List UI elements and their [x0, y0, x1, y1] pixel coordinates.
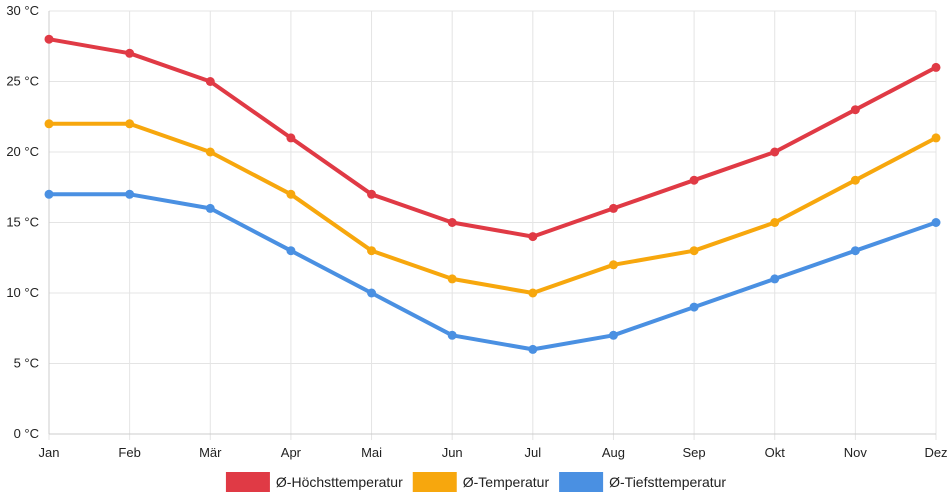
data-point[interactable] — [770, 147, 780, 157]
y-tick-label: 5 °C — [14, 356, 39, 371]
legend: Ø-Höchsttemperatur Ø-Temperatur Ø-Tiefstte… — [225, 472, 726, 492]
legend-swatch — [559, 472, 604, 492]
x-tick-label: Dez — [924, 445, 947, 460]
x-tick-label: Jun — [442, 445, 463, 460]
y-tick-label: 30 °C — [6, 3, 39, 18]
x-tick-label: Jul — [525, 445, 542, 460]
data-point[interactable] — [770, 218, 780, 227]
data-point[interactable] — [286, 189, 296, 199]
legend-swatch — [225, 472, 270, 492]
data-point[interactable] — [367, 246, 377, 256]
data-point[interactable] — [608, 260, 618, 270]
x-tick-label: Apr — [281, 445, 302, 460]
data-point[interactable] — [44, 189, 54, 199]
x-tick-label: Mai — [361, 445, 382, 460]
series-2 — [44, 119, 941, 298]
data-point[interactable] — [689, 175, 699, 185]
series-line — [47, 121, 938, 295]
data-point[interactable] — [447, 218, 457, 227]
data-point[interactable] — [125, 48, 135, 58]
data-point[interactable] — [286, 246, 296, 256]
legend-label: Ø-Tiefsttemperatur — [609, 474, 726, 490]
y-tick-label: 15 °C — [6, 215, 39, 230]
x-tick-label: Aug — [602, 445, 625, 460]
x-tick-label: Jan — [39, 445, 60, 460]
x-tick-label: Okt — [765, 445, 786, 460]
legend-item-1[interactable]: Ø-Höchsttemperatur — [225, 472, 403, 492]
series-line — [47, 37, 938, 239]
data-point[interactable] — [608, 330, 618, 340]
legend-item-3[interactable]: Ø-Tiefsttemperatur — [559, 472, 726, 492]
x-tick-label: Sep — [683, 445, 706, 460]
data-point[interactable] — [44, 119, 54, 129]
series-line — [47, 192, 938, 352]
data-point[interactable] — [205, 77, 215, 86]
data-point[interactable] — [850, 175, 860, 185]
legend-label: Ø-Temperatur — [463, 474, 550, 490]
axis-layer: 0 °C 5 °C 10 °C 15 °C 20 °C 25 °C 30 °C Jan Feb M… — [6, 3, 947, 460]
x-tick-label: Mär — [199, 445, 222, 460]
y-tick-label: 0 °C — [14, 426, 39, 441]
data-point[interactable] — [850, 246, 860, 256]
data-point[interactable] — [770, 274, 780, 284]
data-point[interactable] — [931, 62, 941, 72]
data-point[interactable] — [850, 105, 860, 115]
data-point[interactable] — [528, 344, 538, 354]
y-tick-label: 10 °C — [6, 285, 39, 300]
data-point[interactable] — [689, 302, 699, 312]
x-tick-label: Feb — [118, 445, 140, 460]
grid-layer — [48, 10, 937, 440]
legend-label: Ø-Höchsttemperatur — [276, 474, 403, 490]
series-1 — [44, 34, 941, 242]
data-point[interactable] — [528, 232, 538, 242]
series-layer — [44, 34, 941, 354]
data-point[interactable] — [205, 203, 215, 213]
data-point[interactable] — [931, 218, 941, 227]
data-point[interactable] — [528, 288, 538, 298]
series-3 — [44, 189, 941, 354]
legend-item-2[interactable]: Ø-Temperatur — [412, 472, 550, 492]
data-point[interactable] — [205, 147, 215, 157]
data-point[interactable] — [447, 274, 457, 284]
data-point[interactable] — [447, 330, 457, 340]
x-tick-label: Nov — [844, 445, 868, 460]
data-point[interactable] — [125, 119, 135, 129]
data-point[interactable] — [689, 246, 699, 256]
data-point[interactable] — [931, 133, 941, 143]
legend-swatch — [412, 472, 457, 492]
data-point[interactable] — [125, 189, 135, 199]
data-point[interactable] — [286, 133, 296, 143]
data-point[interactable] — [608, 203, 618, 213]
data-point[interactable] — [367, 189, 377, 199]
y-tick-label: 25 °C — [6, 74, 39, 89]
data-point[interactable] — [44, 34, 54, 44]
y-tick-label: 20 °C — [6, 144, 39, 159]
data-point[interactable] — [367, 288, 377, 298]
